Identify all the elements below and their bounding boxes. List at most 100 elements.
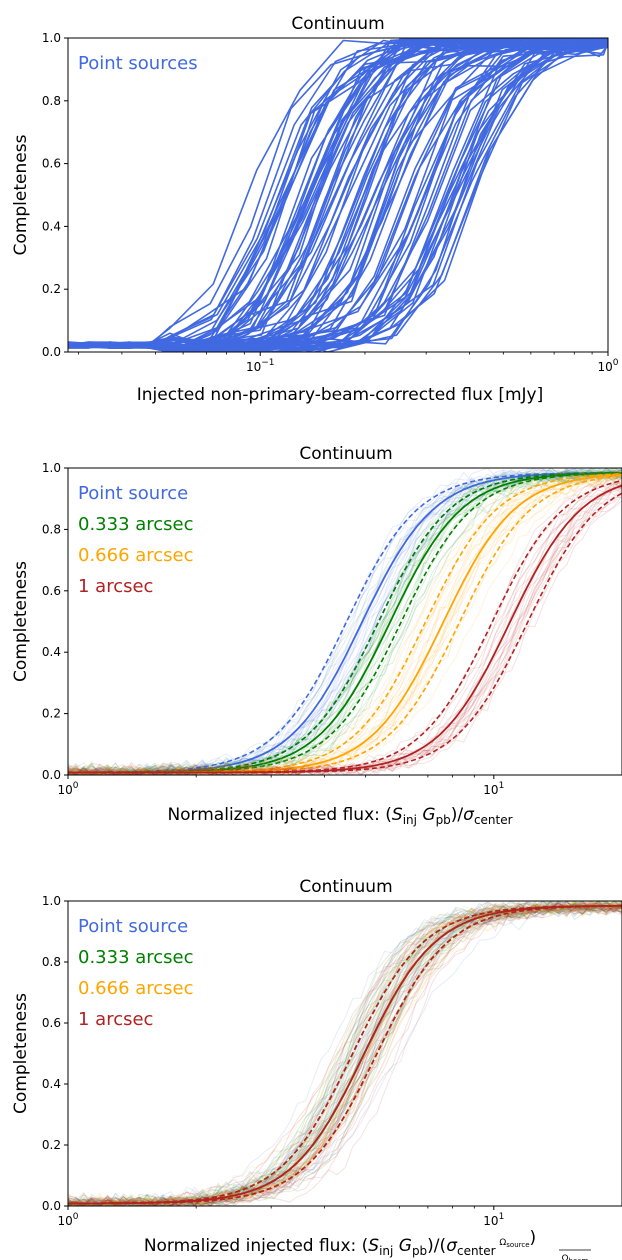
realization-line (68, 903, 622, 1206)
y-tick-label: 0.0 (42, 345, 61, 359)
plot-area (68, 468, 622, 775)
y-tick-label: 0.2 (42, 707, 61, 721)
realization-line (68, 469, 622, 775)
chart-panel-1: 0.0 0.2 0.4 0.6 0.8 1.0 10−1 100 Continuum Comple… (11, 14, 619, 405)
realization-line (68, 901, 622, 1206)
x-tick-label: 100 (57, 781, 78, 797)
realization-line (68, 468, 622, 775)
series-median-line (68, 904, 622, 1205)
axes-frame (67, 37, 609, 353)
y-axis-label: Completeness (11, 134, 31, 255)
legend-entry: 0.333 arcsec (78, 514, 194, 535)
axes-frame (67, 467, 622, 776)
y-tick-label: 0.6 (42, 1016, 61, 1030)
realization-line (68, 470, 622, 775)
realization-line (68, 901, 622, 1206)
realization-line (68, 470, 622, 775)
chart-panel-2: 0.0 0.2 0.4 0.6 0.8 1.0 100 101 Continuum Complet… (11, 444, 622, 827)
realization-line (68, 481, 622, 775)
realization-line (68, 901, 622, 1206)
realization-line (68, 482, 622, 775)
realization-line (68, 468, 622, 775)
legend-entry: 0.666 arcsec (78, 978, 194, 999)
realization-line (68, 901, 622, 1206)
realization-line (68, 903, 622, 1206)
realization-line (68, 901, 622, 1206)
legend-entry: 1 arcsec (78, 1009, 153, 1030)
x-axis-label: Normalized injected flux: (Sinj Gpb)/σce… (167, 805, 512, 827)
realization-line (68, 488, 622, 775)
series-line (68, 45, 608, 352)
realization-line (68, 901, 622, 1206)
realization-line (68, 901, 622, 1206)
y-tick-label: 0.6 (42, 157, 61, 171)
series-line (68, 38, 608, 349)
realization-line (68, 901, 622, 1206)
y-tick-label: 0.6 (42, 584, 61, 598)
chart-title: Continuum (291, 14, 384, 34)
chart-title: Continuum (299, 444, 392, 464)
series-line (68, 38, 608, 348)
x-axis-label: Injected non-primary-beam-corrected flux… (137, 385, 543, 405)
y-tick-label: 1.0 (42, 31, 61, 45)
realization-line (68, 901, 622, 1206)
plot-area (68, 901, 622, 1206)
y-tick-label: 0.4 (42, 645, 61, 659)
realization-line (68, 470, 622, 775)
realization-line (68, 468, 622, 775)
x-tick-label: 100 (597, 358, 618, 374)
y-tick-label: 0.4 (42, 219, 61, 233)
realization-line (68, 903, 622, 1206)
legend-entry: Point source (78, 483, 188, 504)
chart-panel-3: 0.0 0.2 0.4 0.6 0.8 1.0 100 101 Continuum Complet… (11, 877, 622, 1260)
y-tick-label: 0.0 (42, 768, 61, 782)
realization-line (68, 475, 622, 775)
realization-line (68, 487, 622, 775)
realization-line (68, 901, 622, 1206)
realization-line (68, 475, 622, 775)
realization-line (68, 901, 622, 1206)
realization-line (68, 468, 622, 775)
x-tick-label: 101 (483, 1212, 504, 1228)
y-tick-label: 0.0 (42, 1199, 61, 1213)
axes-frame (67, 900, 622, 1207)
legend-entry: Point source (78, 916, 188, 937)
realization-line (68, 474, 622, 775)
realization-line (68, 901, 622, 1206)
chart-title: Continuum (299, 877, 392, 897)
realization-line (68, 500, 622, 775)
realization-line (68, 901, 622, 1206)
x-tick-label: 101 (483, 781, 504, 797)
realization-line (68, 901, 622, 1206)
legend-entry: 0.666 arcsec (78, 545, 194, 566)
series-median-line (68, 484, 622, 774)
realization-line (68, 903, 622, 1206)
y-axis-label: Completeness (11, 561, 31, 682)
plot-area (68, 38, 608, 352)
realization-line (68, 902, 622, 1206)
x-tick-label: 100 (57, 1212, 78, 1228)
y-tick-label: 0.8 (42, 94, 61, 108)
realization-line (68, 901, 622, 1206)
realization-line (68, 901, 622, 1206)
realization-line (68, 901, 622, 1206)
y-tick-label: 0.8 (42, 955, 61, 969)
legend-entry: 0.333 arcsec (78, 947, 194, 968)
y-axis-label: Completeness (11, 993, 31, 1114)
realization-line (68, 486, 622, 775)
realization-line (68, 472, 622, 775)
realization-line (68, 487, 622, 775)
realization-line (68, 901, 622, 1206)
y-tick-label: 1.0 (42, 461, 61, 475)
realization-line (68, 475, 622, 775)
x-tick-label: 10−1 (246, 358, 275, 374)
realization-line (68, 901, 622, 1206)
legend-entry: Point sources (78, 53, 198, 74)
y-tick-label: 0.2 (42, 1138, 61, 1152)
realization-line (68, 493, 622, 775)
realization-line (68, 901, 622, 1206)
fraction-denominator: Ωbeam (562, 1254, 589, 1260)
y-tick-label: 0.2 (42, 282, 61, 296)
y-tick-label: 1.0 (42, 894, 61, 908)
